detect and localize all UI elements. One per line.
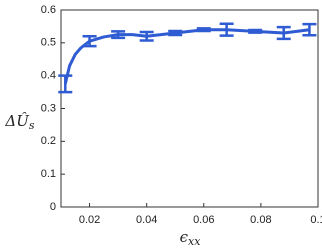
y-tick-label: 0.6 (41, 4, 56, 16)
error-bar (248, 28, 263, 34)
error-bar (111, 30, 126, 40)
error-bar (139, 30, 154, 42)
y-label-sub: s (29, 119, 35, 132)
y-tick-label: 0 (50, 201, 56, 213)
y-tick-label: 0.2 (41, 135, 56, 147)
y-label-main: ΔÛ (4, 112, 30, 130)
x-axis-label: ϵxx (180, 228, 202, 248)
x-label-sub: xx (188, 235, 201, 248)
error-bar (219, 22, 234, 37)
y-axis-label: ΔÛs (4, 112, 34, 132)
x-tick-label: 0.04 (136, 214, 157, 226)
x-tick-label: 0.06 (193, 214, 214, 226)
error-bar (82, 35, 97, 48)
error-bar (276, 25, 291, 41)
y-tick-label: 0.1 (41, 168, 56, 180)
y-tick-label: 0.5 (41, 37, 56, 49)
error-bar (168, 29, 183, 37)
data-line (63, 28, 310, 85)
error-bar (196, 27, 211, 33)
x-label-main: ϵ (180, 228, 189, 246)
x-tick-label: 0.08 (250, 214, 271, 226)
error-bar (302, 22, 317, 37)
y-tick-label: 0.4 (41, 70, 56, 82)
x-tick-label: 0.02 (79, 214, 100, 226)
error-bar (58, 74, 73, 94)
x-tick-label: 0.1 (310, 214, 322, 226)
y-tick-label: 0.3 (41, 102, 56, 114)
